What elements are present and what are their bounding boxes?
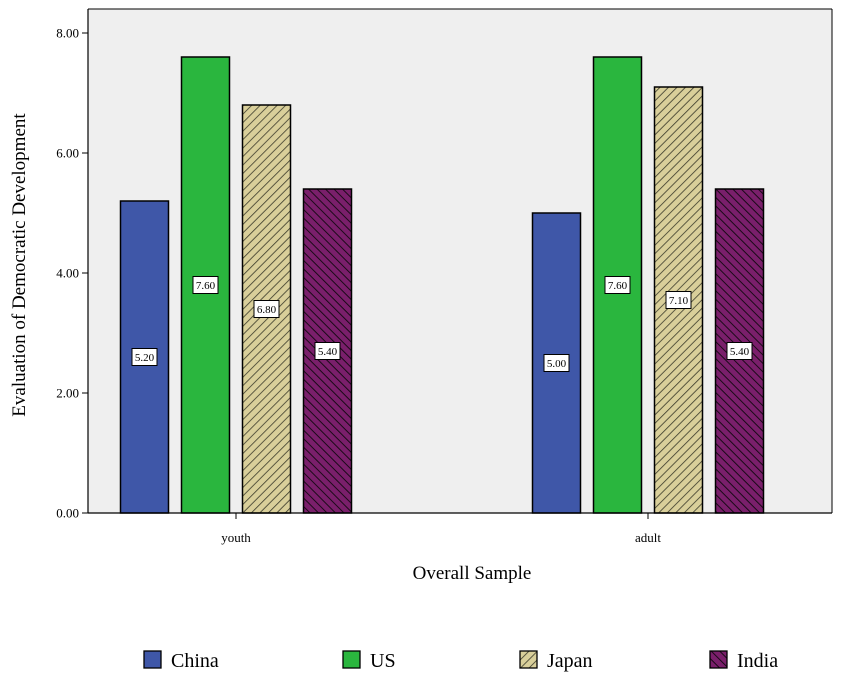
data-label: 5.40 [318, 346, 338, 358]
y-tick-label: 6.00 [56, 146, 79, 161]
legend-swatch-india [709, 650, 728, 669]
data-label-box [192, 276, 219, 294]
x-axis-ticks: youth adult [221, 513, 661, 545]
data-label: 5.00 [547, 358, 567, 370]
data-label-box [726, 342, 753, 360]
legend: China US Japan India [143, 650, 778, 672]
x-axis-title: Overall Sample [413, 563, 532, 584]
data-labels-group: 5.20 7.60 6.80 5.40 5.00 7.60 7.10 5.40 [131, 276, 753, 372]
data-label-box [543, 354, 570, 372]
y-tick-label: 2.00 [56, 386, 79, 401]
y-tick-label: 0.00 [56, 506, 79, 521]
data-label-box [665, 291, 692, 309]
legend-label-japan: Japan [547, 650, 593, 672]
legend-label-india: India [737, 650, 778, 672]
data-label-box [314, 342, 341, 360]
data-label: 6.80 [257, 304, 277, 316]
legend-swatch-japan [519, 650, 538, 669]
data-label: 7.60 [196, 280, 216, 292]
legend-swatch-china [143, 650, 162, 669]
bars-group [119, 56, 765, 514]
data-label-box [131, 348, 158, 366]
data-label: 7.10 [669, 295, 689, 307]
y-axis-ticks: 0.00 2.00 4.00 6.00 8.00 [56, 26, 88, 521]
y-tick-label: 4.00 [56, 266, 79, 281]
data-label-box [604, 276, 631, 294]
legend-label-us: US [370, 650, 396, 672]
x-tick-label-adult: adult [635, 530, 661, 545]
data-label: 5.20 [135, 352, 155, 364]
data-label-box [253, 300, 280, 318]
y-axis-title: Evaluation of Democratic Development [9, 113, 30, 417]
legend-swatch-us [342, 650, 361, 669]
legend-label-china: China [171, 650, 219, 672]
y-tick-label: 8.00 [56, 26, 79, 41]
data-label: 5.40 [730, 346, 750, 358]
x-tick-label-youth: youth [221, 530, 251, 545]
data-label: 7.60 [608, 280, 628, 292]
